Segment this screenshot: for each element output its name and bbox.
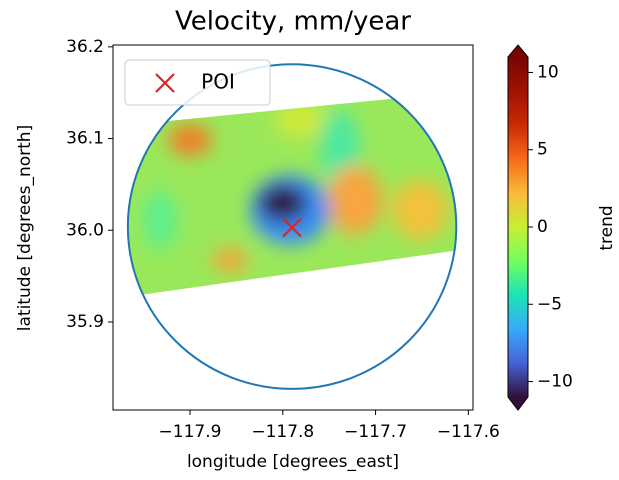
legend-label: POI xyxy=(201,70,235,94)
x-tick-label: −117.7 xyxy=(344,422,407,442)
x-tick-label: −117.8 xyxy=(251,422,314,442)
legend-box xyxy=(124,59,271,106)
colorbar-tick-label: −5 xyxy=(537,294,562,314)
legend-marker xyxy=(155,73,175,93)
axes-frame xyxy=(112,44,474,411)
y-tick-label: 36.0 xyxy=(66,220,104,240)
colorbar-extend-top xyxy=(508,45,528,57)
x-axis-label: longitude [degrees_east] xyxy=(187,452,399,472)
x-tick-label: −117.6 xyxy=(437,422,500,442)
colorbar-tick-label: 0 xyxy=(537,217,548,237)
colorbar-tick-label: −10 xyxy=(537,372,573,392)
colorbar-outline xyxy=(507,44,529,411)
colorbar-extend-bottom xyxy=(508,397,528,410)
y-tick-label: 35.9 xyxy=(66,312,104,332)
colorbar-tick-label: 5 xyxy=(537,140,548,160)
velocity-raster xyxy=(127,92,457,298)
y-axis-label: latitude [degrees_north] xyxy=(15,125,35,331)
colorbar xyxy=(508,57,528,397)
footprint-circle xyxy=(126,63,458,390)
y-tick-label: 36.2 xyxy=(66,37,104,57)
poi-marker xyxy=(282,217,302,238)
colorbar-tick-label: 10 xyxy=(537,62,559,82)
y-tick-label: 36.1 xyxy=(66,129,104,149)
colorbar-label: trend xyxy=(597,205,617,250)
chart-title: Velocity, mm/year xyxy=(175,7,411,37)
x-tick-label: −117.9 xyxy=(159,422,222,442)
